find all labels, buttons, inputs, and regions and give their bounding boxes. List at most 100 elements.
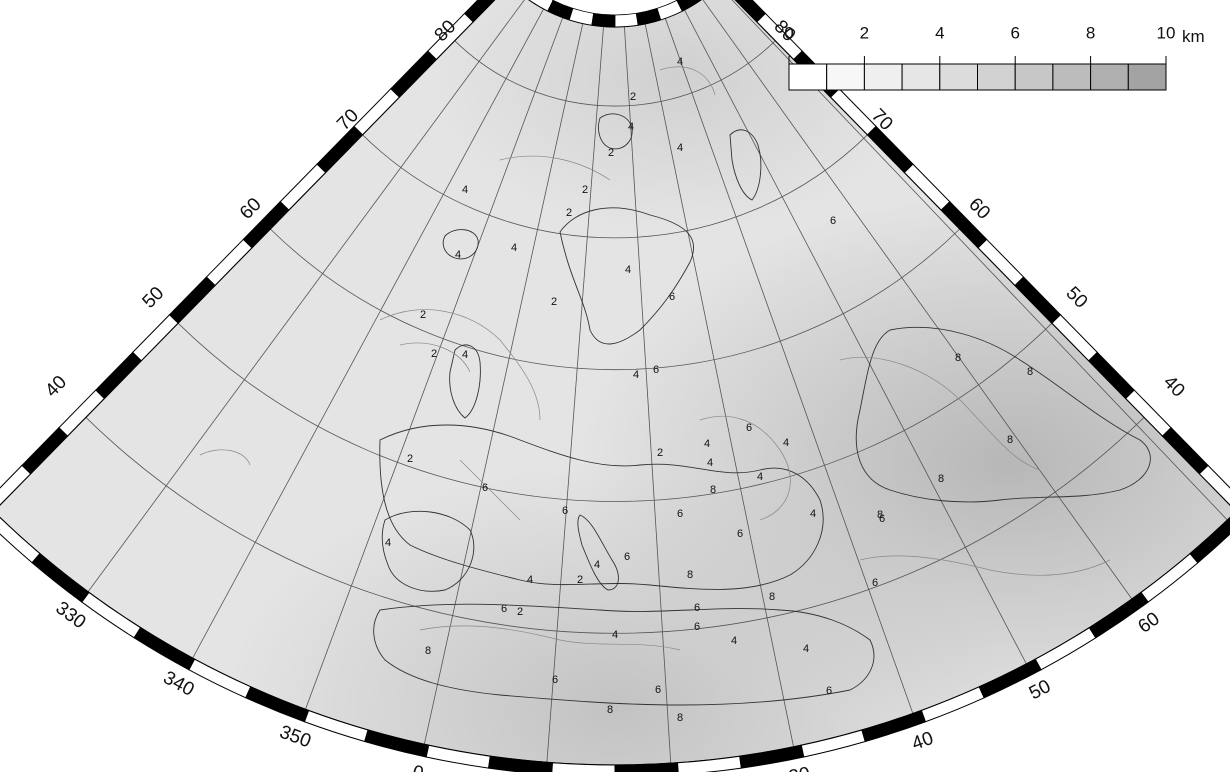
contour-lines — [199, 66, 1111, 651]
parallel-line — [270, 228, 960, 371]
contour-label: 4 — [594, 559, 600, 571]
scale-bar-legend: 0 2 4 6 8 10 km — [784, 23, 1205, 91]
contour-line — [659, 66, 716, 96]
contour-label: 4 — [527, 574, 533, 586]
frame-tick — [591, 12, 616, 28]
contour-label: 8 — [877, 509, 883, 521]
contour-label: 2 — [608, 147, 614, 159]
meridian-line — [423, 23, 584, 745]
contour-line — [699, 416, 791, 521]
frame-tick — [0, 464, 32, 506]
contour-label: 4 — [704, 438, 710, 450]
contour-label: 4 — [731, 635, 737, 647]
scale-bar-unit: km — [1182, 27, 1205, 46]
coastline — [381, 510, 475, 592]
contour-line — [399, 342, 471, 373]
contour-label: 4 — [628, 121, 634, 133]
contour-label: 6 — [552, 674, 558, 686]
scale-bar-label: 6 — [1010, 23, 1019, 42]
contour-label: 6 — [694, 602, 700, 614]
contour-label: 8 — [1027, 366, 1033, 378]
scale-bar-cell — [1090, 63, 1129, 91]
scale-bar-label: 10 — [1157, 23, 1176, 42]
contour-label: 8 — [425, 645, 431, 657]
contour-label: 8 — [677, 712, 683, 724]
latitude-label-right: 40 — [1159, 372, 1189, 402]
parallel-line — [454, 40, 776, 107]
meridian-line — [664, 18, 914, 714]
contour-label: 4 — [612, 629, 618, 641]
contour-label: 6 — [501, 603, 507, 615]
contour-label: 4 — [810, 508, 816, 520]
scale-bar-labels: 0 2 4 6 8 10 — [784, 23, 1175, 42]
contour-label: 6 — [737, 528, 743, 540]
contour-label: 2 — [582, 184, 588, 196]
longitude-label: 340 — [160, 667, 198, 701]
scale-bar-cell — [1014, 63, 1054, 91]
scale-bar-cell — [901, 63, 941, 91]
meridian-line — [624, 26, 672, 764]
scale-bar-cell — [788, 63, 828, 91]
coastline — [598, 113, 633, 150]
contour-label: 6 — [624, 551, 630, 563]
scale-bar-cell — [977, 63, 1016, 91]
contour-label: 6 — [655, 684, 661, 696]
contour-label: 4 — [803, 643, 809, 655]
latitude-label-left: 50 — [139, 283, 169, 313]
contour-label: 6 — [826, 685, 832, 697]
meridian-line — [305, 17, 564, 710]
contour-line — [199, 449, 251, 466]
contour-label: 8 — [955, 352, 961, 364]
contour-label: 6 — [669, 291, 675, 303]
scale-bar-label: 0 — [784, 23, 793, 42]
contour-label: 6 — [830, 215, 836, 227]
contour-label: 8 — [687, 569, 693, 581]
latitude-label-right: 60 — [964, 194, 994, 224]
contour-label: 4 — [385, 537, 391, 549]
contour-label: 4 — [633, 369, 639, 381]
contour-label: 2 — [407, 453, 413, 465]
contour-label: 4 — [462, 184, 468, 196]
frame-tick — [614, 762, 679, 772]
frame-tick — [488, 755, 554, 772]
parallel-line — [177, 322, 1053, 502]
contour-label: 2 — [577, 574, 583, 586]
contour-label: 4 — [455, 249, 461, 261]
parallel-line — [85, 417, 1145, 634]
scale-bar-label: 2 — [860, 23, 869, 42]
contour-line — [499, 155, 611, 181]
contour-label: 4 — [757, 471, 763, 483]
contour-label: 2 — [657, 447, 663, 459]
contour-line — [379, 309, 541, 421]
frame-tick — [551, 762, 616, 772]
contour-label: 4 — [783, 437, 789, 449]
latitude-label-right: 50 — [1062, 283, 1092, 313]
contour-line — [419, 625, 681, 651]
longitude-label: 30 — [787, 763, 812, 772]
latitude-label-left: 40 — [41, 372, 71, 402]
longitude-label: 350 — [277, 722, 314, 753]
meridian-line — [701, 0, 1133, 600]
coastlines — [373, 113, 1151, 706]
contour-line — [459, 459, 521, 521]
contour-label: 4 — [677, 142, 683, 154]
contour-line — [859, 555, 1111, 576]
longitude-label: 0 — [411, 762, 426, 772]
contour-label: 8 — [1007, 434, 1013, 446]
contour-label: 4 — [462, 349, 468, 361]
meridian-line — [644, 23, 794, 747]
coastline — [729, 129, 762, 201]
scale-bar-cell — [939, 63, 978, 91]
meridian-line — [87, 0, 527, 592]
coastline — [449, 344, 481, 419]
contour-label: 2 — [420, 309, 426, 321]
scale-bar-label: 4 — [935, 23, 944, 42]
latitude-label-left: 60 — [236, 194, 266, 224]
longitude-label: 60 — [1134, 608, 1163, 637]
contour-label: 2 — [630, 91, 636, 103]
coastline — [855, 326, 1151, 503]
contour-label: 2 — [517, 606, 523, 618]
scale-bar-cell — [1127, 63, 1167, 91]
